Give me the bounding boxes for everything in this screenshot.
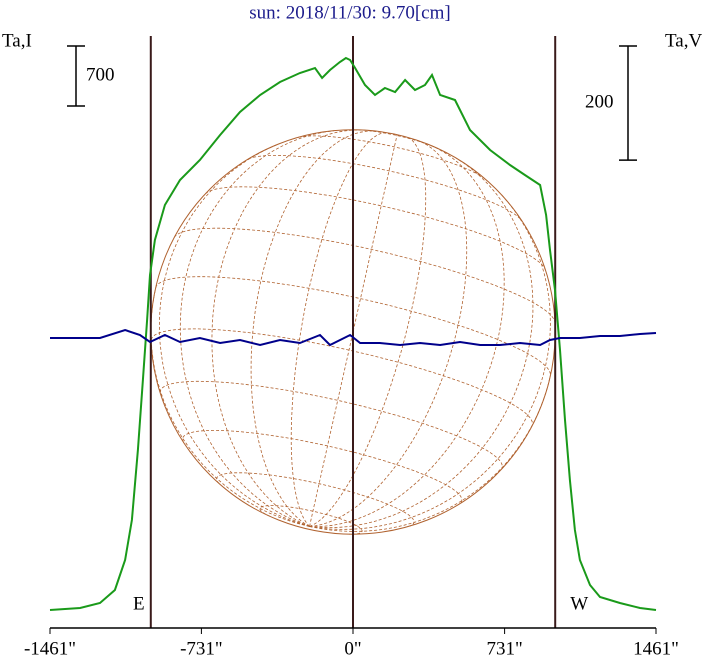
y2-axis-label: Ta,V — [665, 30, 702, 51]
solar-grid-line — [216, 472, 415, 527]
v-scale-bar-label: 200 — [585, 91, 614, 112]
solar-grid-line — [173, 227, 556, 323]
x-tick-label: -731" — [180, 638, 223, 659]
solar-grid-line — [309, 157, 534, 529]
x-tick-label: 731" — [486, 638, 522, 659]
data-line — [50, 328, 657, 347]
solar-grid-line — [290, 132, 387, 527]
solar-grid-line — [309, 134, 398, 527]
solar-grid-line — [309, 145, 505, 528]
solar-grid-line — [155, 276, 551, 377]
solar-grid — [150, 129, 556, 535]
solar-grid-line — [158, 144, 310, 527]
y-axis-label: Ta,I — [2, 30, 32, 51]
solar-grid-line — [182, 430, 463, 505]
x-tick-label: -1461" — [24, 638, 76, 659]
solar-grid-line — [248, 155, 522, 221]
i-scale-bar-label: 700 — [86, 64, 115, 85]
solar-grid-line — [150, 328, 533, 426]
solar-grid-line — [211, 129, 361, 527]
x-tick-label: 1461" — [633, 638, 679, 659]
solar-grid-line — [358, 129, 435, 148]
solar-grid-line — [309, 139, 468, 527]
solar-grid-line — [297, 135, 486, 180]
limb-label: E — [133, 593, 145, 614]
solar-grid-line — [150, 287, 310, 527]
solar-grid-line — [309, 194, 551, 530]
solar-grid-line — [179, 130, 334, 527]
data-line — [49, 56, 657, 611]
limb-label: W — [570, 593, 588, 614]
solar-grid-line — [250, 130, 377, 527]
solar-grid-line — [205, 186, 546, 270]
solar-grid-line — [159, 380, 503, 470]
solar-grid-line — [309, 137, 427, 527]
solar-grid-line — [259, 505, 363, 535]
chart-title: sun: 2018/11/30: 9.70[cm] — [249, 2, 450, 23]
x-tick-label: 0" — [344, 638, 361, 659]
